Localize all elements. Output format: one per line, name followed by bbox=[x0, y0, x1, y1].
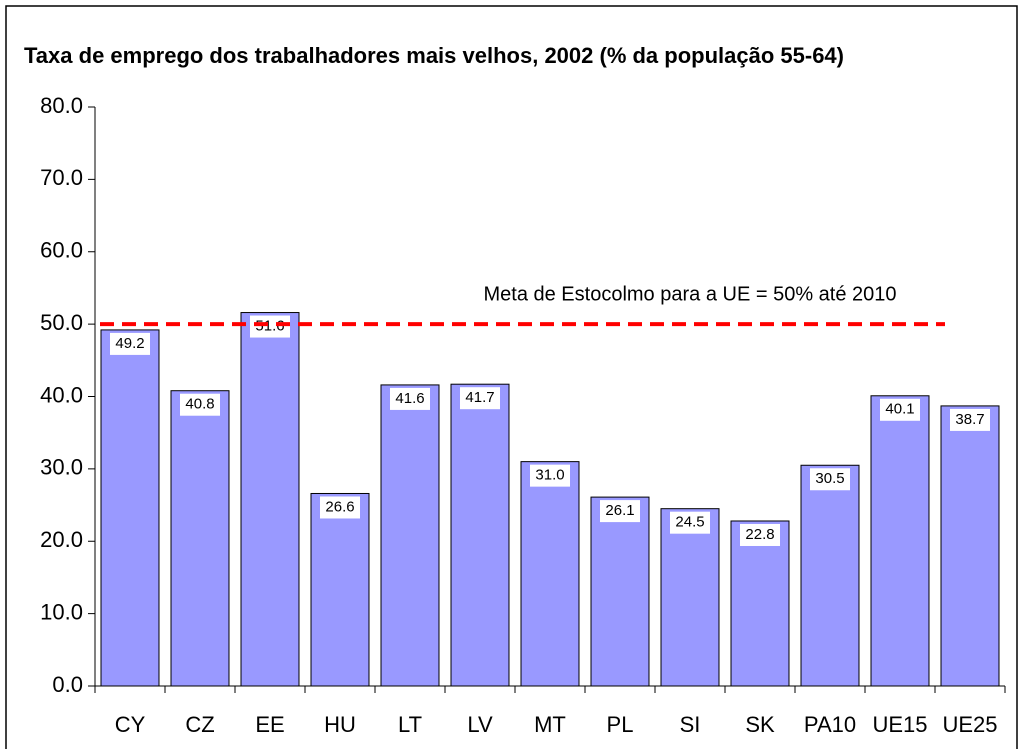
data-label: 38.7 bbox=[955, 411, 984, 428]
data-label-bg bbox=[880, 398, 920, 421]
data-label-bg bbox=[600, 500, 640, 523]
x-tick-label: SK bbox=[745, 712, 775, 737]
bar bbox=[310, 492, 370, 687]
data-label-bg bbox=[110, 332, 150, 355]
bar bbox=[800, 464, 860, 687]
target-label: Meta de Estocolmo para a UE = 50% até 20… bbox=[483, 283, 896, 305]
bar bbox=[100, 329, 160, 687]
x-tick-label: EE bbox=[255, 712, 284, 737]
data-label: 26.6 bbox=[325, 498, 354, 515]
x-tick-label: UE25 bbox=[942, 712, 997, 737]
bar bbox=[170, 390, 230, 687]
y-tick-label: 40.0 bbox=[40, 382, 83, 407]
x-tick-label: PL bbox=[607, 712, 634, 737]
x-tick-label: LV bbox=[467, 712, 493, 737]
data-label: 31.0 bbox=[535, 467, 564, 484]
data-label-bg bbox=[250, 315, 290, 338]
data-label: 40.1 bbox=[885, 401, 914, 418]
y-tick-label: 80.0 bbox=[40, 93, 83, 118]
bar bbox=[940, 405, 1000, 687]
x-tick-label: MT bbox=[534, 712, 566, 737]
y-tick-label: 60.0 bbox=[40, 238, 83, 263]
bar bbox=[380, 384, 440, 687]
y-tick-label: 50.0 bbox=[40, 310, 83, 335]
x-tick-label: CY bbox=[115, 712, 146, 737]
bar bbox=[240, 312, 300, 687]
data-label: 26.1 bbox=[605, 502, 634, 519]
bar bbox=[520, 461, 580, 687]
data-label-bg bbox=[320, 496, 360, 519]
y-tick-label: 30.0 bbox=[40, 455, 83, 480]
data-label-bg bbox=[950, 408, 990, 431]
x-tick-label: UE15 bbox=[872, 712, 927, 737]
x-tick-label: HU bbox=[324, 712, 356, 737]
data-label: 40.8 bbox=[185, 396, 214, 413]
data-label-bg bbox=[530, 464, 570, 487]
x-tick-label: CZ bbox=[185, 712, 214, 737]
bar bbox=[450, 383, 510, 687]
x-tick-label: SI bbox=[680, 712, 701, 737]
data-label: 41.6 bbox=[395, 390, 424, 407]
data-label: 24.5 bbox=[675, 514, 704, 531]
bar bbox=[870, 395, 930, 687]
y-tick-label: 0.0 bbox=[52, 672, 83, 697]
data-label: 51.6 bbox=[255, 318, 284, 335]
data-label-bg bbox=[180, 393, 220, 416]
data-label-bg bbox=[670, 511, 710, 534]
y-tick-label: 70.0 bbox=[40, 165, 83, 190]
y-tick-label: 20.0 bbox=[40, 527, 83, 552]
data-label-bg bbox=[390, 387, 430, 410]
data-label-bg bbox=[460, 387, 500, 410]
data-label-bg bbox=[740, 523, 780, 546]
y-tick-label: 10.0 bbox=[40, 599, 83, 624]
chart-title: Taxa de emprego dos trabalhadores mais v… bbox=[24, 43, 844, 68]
x-tick-label: LT bbox=[398, 712, 422, 737]
data-label: 49.2 bbox=[115, 335, 144, 352]
data-label: 41.7 bbox=[465, 389, 494, 406]
bar bbox=[660, 508, 720, 687]
data-label: 30.5 bbox=[815, 470, 844, 487]
bar bbox=[590, 496, 650, 687]
bar bbox=[730, 520, 790, 687]
data-label-bg bbox=[810, 468, 850, 491]
x-tick-label: PA10 bbox=[804, 712, 856, 737]
data-label: 22.8 bbox=[745, 526, 774, 543]
